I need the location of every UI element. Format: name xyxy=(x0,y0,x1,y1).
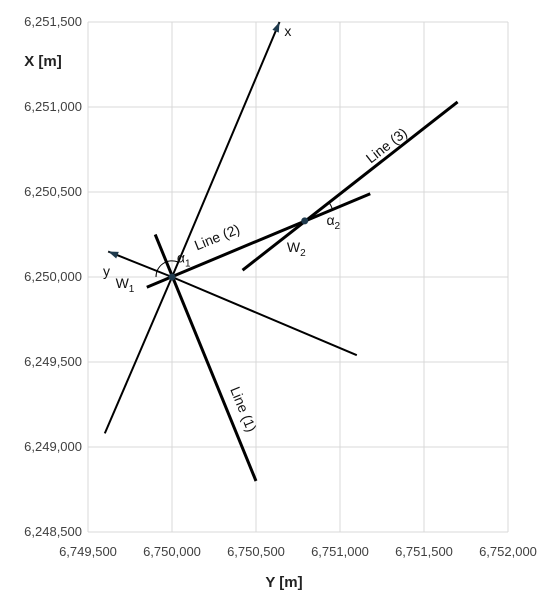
x-tick-label: 6,751,500 xyxy=(395,544,453,559)
y-axis-arrow xyxy=(108,251,119,259)
line-2 xyxy=(146,192,371,289)
point-W1 xyxy=(168,273,176,281)
label-w1-subscript: 1 xyxy=(129,283,135,294)
label-alpha1-subscript: 1 xyxy=(185,258,191,269)
x-tick-label: 6,751,000 xyxy=(311,544,369,559)
label-w2-text: W xyxy=(287,239,301,255)
line-6 xyxy=(107,250,173,278)
line-5 xyxy=(171,276,358,357)
label-line-2: Line (2) xyxy=(192,220,242,253)
label-x: x xyxy=(284,23,291,39)
tick-labels: 6,749,500 6,750,000 6,750,500 6,751,000 6,75… xyxy=(24,14,537,559)
label-y-text: y xyxy=(103,263,110,279)
label-alpha2: α2 xyxy=(326,212,340,232)
line-1 xyxy=(153,233,258,482)
line-3 xyxy=(241,100,459,272)
label-alpha1: α1 xyxy=(177,249,191,269)
lines xyxy=(103,21,459,482)
line-7 xyxy=(171,21,281,278)
alpha-1-arc xyxy=(155,260,179,278)
line-4 xyxy=(103,276,173,434)
y-tick-label: 6,250,500 xyxy=(24,184,82,199)
y-tick-label: 6,251,500 xyxy=(24,14,82,29)
label-w1: W1 xyxy=(116,275,135,295)
label-alpha2-text: α xyxy=(326,212,334,228)
label-w2-subscript: 2 xyxy=(300,248,306,259)
arrows xyxy=(108,22,280,259)
label-y: y xyxy=(103,263,110,279)
x-tick-label: 6,752,000 xyxy=(479,544,537,559)
label-alpha1-text: α xyxy=(177,249,185,265)
x-axis-arrow xyxy=(272,22,280,33)
y-tick-label: 6,251,000 xyxy=(24,99,82,114)
y-tick-label: 6,249,500 xyxy=(24,354,82,369)
x-tick-label: 6,750,500 xyxy=(227,544,285,559)
label-w1-text: W xyxy=(116,275,130,291)
grid xyxy=(87,21,509,533)
alpha-2-arc xyxy=(328,201,334,211)
label-x-text: x xyxy=(284,23,291,39)
y-tick-label: 6,248,500 xyxy=(24,524,82,539)
point-W2 xyxy=(301,217,309,225)
x-tick-label: 6,749,500 xyxy=(59,544,117,559)
x-tick-label: 6,750,000 xyxy=(143,544,201,559)
y-tick-label: 6,250,000 xyxy=(24,269,82,284)
y-axis-title: X [m] xyxy=(24,53,62,70)
points xyxy=(168,217,309,281)
label-alpha2-subscript: 2 xyxy=(335,221,341,232)
y-tick-label: 6,249,000 xyxy=(24,439,82,454)
x-axis-title: Y [m] xyxy=(265,574,302,591)
label-w2: W2 xyxy=(287,239,306,259)
label-line-2-text: Line (2) xyxy=(192,220,242,253)
